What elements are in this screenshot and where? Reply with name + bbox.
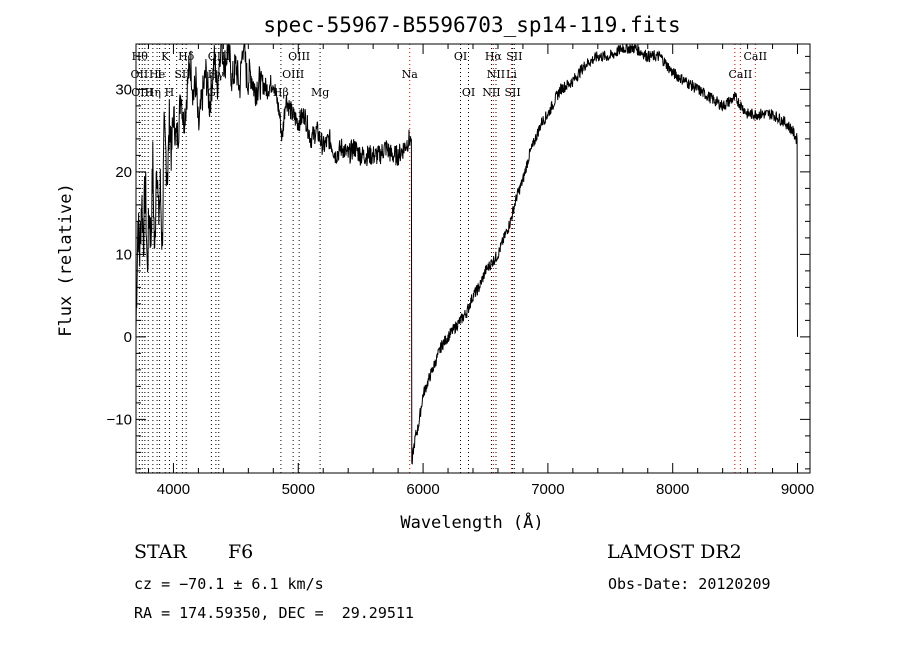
line-label: CaII <box>729 68 753 81</box>
line-label: SII <box>504 86 520 99</box>
chart-title: spec-55967-B5596703_sp14-119.fits <box>263 13 680 37</box>
x-tick-label: 8000 <box>656 481 689 498</box>
line-label: NII <box>482 86 500 99</box>
x-tick-label: 4000 <box>157 481 190 498</box>
line-label: Hγ <box>208 68 225 81</box>
y-tick-label: 0 <box>124 329 132 346</box>
line-label: OII <box>131 68 149 81</box>
y-tick-label: −10 <box>107 411 132 428</box>
flux-series-line <box>135 43 798 465</box>
line-label: Hη <box>145 86 161 99</box>
line-label: SII <box>174 68 190 81</box>
obs-date: Obs-Date: 20120209 <box>608 575 771 593</box>
object-type: STAR <box>134 541 187 563</box>
y-tick-label: 10 <box>115 246 132 263</box>
line-label: Li <box>506 68 517 81</box>
y-tick-label: 20 <box>115 164 132 181</box>
spectral-line-markers <box>138 44 756 473</box>
line-label: Hα <box>485 50 503 63</box>
line-label: Hδ <box>178 50 195 63</box>
line-label: OI <box>454 50 467 63</box>
line-label: NII <box>487 68 505 81</box>
x-tick-label: 5000 <box>282 481 315 498</box>
redshift-info: cz = −70.1 ± 6.1 km/s <box>134 575 324 593</box>
survey-name: LAMOST DR2 <box>607 541 742 563</box>
line-label: He <box>149 68 165 81</box>
line-label: Mg <box>311 86 329 99</box>
line-label: Na <box>402 68 419 81</box>
x-tick-label: 7000 <box>531 481 564 498</box>
axis-ticks: 4000 5000 6000 7000 8000 9000 −10 0 10 20 30 <box>107 44 814 498</box>
x-tick-label: 6000 <box>406 481 439 498</box>
line-label: OIII <box>288 50 310 63</box>
y-axis-label: Flux (relative) <box>56 183 76 337</box>
line-label: OI <box>462 86 475 99</box>
object-subclass: F6 <box>228 541 254 563</box>
line-label: H <box>165 86 175 99</box>
plot-frame <box>135 43 811 474</box>
y-tick-label: 30 <box>115 81 132 98</box>
line-label: CaII <box>743 50 767 63</box>
line-label: OIII <box>282 68 304 81</box>
line-label: SII <box>506 50 522 63</box>
x-axis-label: Wavelength (Å) <box>400 511 543 533</box>
line-label: I <box>157 68 161 81</box>
line-label: K <box>161 50 170 63</box>
coordinates: RA = 174.59350, DEC = 29.29511 <box>134 604 414 622</box>
x-tick-label: 9000 <box>781 481 814 498</box>
